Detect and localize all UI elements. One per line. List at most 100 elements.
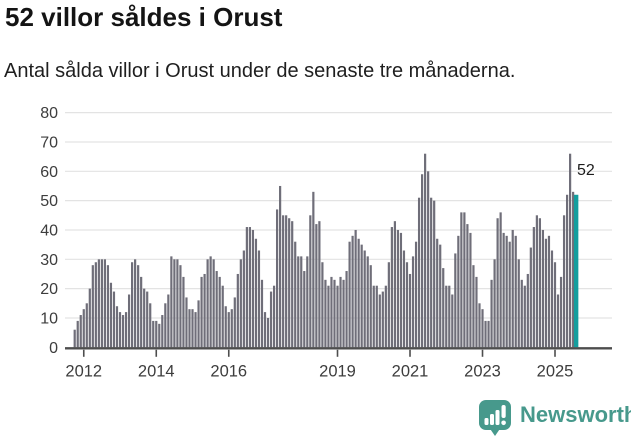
bar — [381, 291, 384, 348]
bar — [457, 235, 460, 348]
highlighted-bar — [573, 194, 579, 348]
page-title: 52 villor såldes i Orust — [5, 2, 283, 32]
bar — [390, 227, 393, 348]
y-axis-labels: 0 10 20 30 40 50 60 70 80 — [40, 105, 58, 357]
bar — [224, 306, 227, 348]
bar — [300, 256, 303, 348]
newsworthy-wordmark: Newsworthy — [520, 402, 631, 427]
bar — [134, 259, 137, 348]
bar — [484, 320, 487, 348]
bar — [493, 259, 496, 348]
bar — [339, 276, 342, 348]
bar — [254, 238, 258, 348]
bar — [427, 171, 430, 348]
bar-series — [73, 153, 579, 348]
bar — [200, 276, 203, 348]
bar — [565, 194, 569, 348]
y-tick-label: 70 — [40, 134, 58, 151]
bar — [285, 215, 288, 348]
bar — [155, 320, 158, 348]
bar — [405, 262, 409, 348]
bar — [424, 153, 427, 348]
bar — [291, 221, 294, 348]
bar — [221, 285, 224, 348]
bar — [269, 291, 273, 348]
bar — [372, 285, 375, 348]
bar — [239, 259, 242, 348]
bar — [523, 285, 526, 348]
bar — [330, 276, 333, 348]
bar — [387, 262, 390, 348]
x-tick-label: 2025 — [537, 362, 574, 380]
bar — [472, 265, 475, 348]
bar — [414, 241, 418, 348]
bar — [505, 235, 508, 348]
bar — [103, 259, 107, 348]
bar — [309, 215, 312, 348]
bar — [511, 229, 514, 348]
bar — [127, 294, 131, 348]
bar — [318, 221, 321, 348]
bar — [442, 268, 445, 348]
bar — [194, 312, 197, 348]
bar — [420, 174, 424, 348]
bar — [399, 232, 403, 348]
bar — [451, 294, 454, 348]
bar — [245, 227, 248, 348]
bar — [97, 259, 100, 348]
bar — [179, 265, 182, 348]
bar — [562, 215, 566, 348]
bar — [517, 259, 520, 348]
bar — [209, 256, 212, 348]
bar — [408, 273, 412, 348]
bar — [275, 209, 279, 348]
bar — [251, 229, 255, 348]
bar — [384, 285, 387, 348]
x-tick-label: 2019 — [319, 362, 356, 380]
bar — [363, 250, 366, 348]
bar — [481, 309, 484, 348]
bar — [469, 232, 472, 348]
bar — [532, 227, 535, 348]
bar — [487, 320, 490, 348]
bar — [279, 185, 282, 348]
y-tick-label: 60 — [40, 164, 58, 181]
bar — [324, 279, 327, 348]
bar — [475, 276, 478, 348]
bar — [88, 288, 91, 348]
bar — [76, 320, 79, 348]
x-tick-label: 2012 — [65, 362, 102, 380]
bar — [164, 303, 167, 348]
bar — [463, 212, 466, 348]
bar — [137, 265, 140, 348]
bar — [378, 294, 381, 348]
bar — [439, 244, 442, 348]
bar — [170, 256, 173, 348]
bar — [478, 303, 481, 348]
bar — [559, 276, 563, 348]
bar — [360, 244, 363, 348]
bar — [411, 256, 415, 348]
bar — [430, 197, 433, 348]
bar — [396, 229, 400, 348]
y-tick-label: 10 — [40, 310, 58, 327]
bar — [354, 229, 357, 348]
bar — [541, 229, 545, 348]
bar — [206, 259, 209, 348]
bar — [79, 315, 82, 348]
bar-value-label: 52 — [577, 162, 595, 179]
x-tick-label: 2016 — [210, 362, 247, 380]
bar — [242, 250, 245, 348]
bar — [227, 312, 230, 348]
bar — [556, 294, 560, 348]
bar — [433, 200, 436, 348]
bar — [436, 238, 439, 348]
bar — [188, 309, 191, 348]
bar — [538, 218, 542, 348]
bar — [185, 297, 188, 348]
bar — [124, 312, 128, 348]
bar — [257, 250, 261, 348]
bar — [140, 276, 143, 348]
x-tick-label: 2021 — [392, 362, 429, 380]
